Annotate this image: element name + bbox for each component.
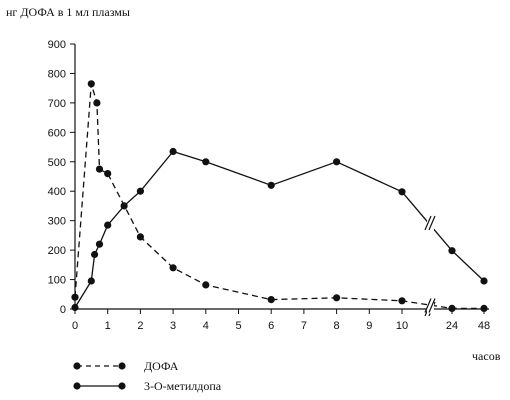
data-point xyxy=(95,165,104,173)
legend-methyldopa-label: 3-О-метилдопа xyxy=(144,379,222,393)
data-point xyxy=(104,221,112,229)
legend-methyldopa-marker-end xyxy=(118,382,126,390)
x-tick-label: 8 xyxy=(334,320,340,332)
data-point xyxy=(448,247,456,255)
y-tick-label: 0 xyxy=(60,304,66,316)
legend-dopa-marker-end xyxy=(118,362,126,370)
break-mark xyxy=(428,215,436,231)
y-tick-label: 700 xyxy=(48,98,66,110)
data-point xyxy=(169,147,177,156)
data-point xyxy=(480,277,488,285)
legend: ДОФА 3-О-метилдопа xyxy=(73,359,222,393)
data-point xyxy=(71,293,79,301)
data-point xyxy=(169,264,177,272)
data-point xyxy=(120,202,128,210)
x-tick-label: 3 xyxy=(170,320,176,332)
series-layer xyxy=(71,80,488,312)
data-point xyxy=(87,80,95,88)
data-point xyxy=(136,233,144,241)
legend-dopa-label: ДОФА xyxy=(144,359,179,373)
x-tick-label: 5 xyxy=(235,320,241,332)
series-line xyxy=(74,83,484,310)
x-tick-label: 48 xyxy=(478,320,490,332)
data-point xyxy=(91,250,99,259)
x-tick-label: 0 xyxy=(72,320,78,332)
y-tick-label: 800 xyxy=(48,68,66,80)
series-methyldopa xyxy=(71,147,488,312)
data-point xyxy=(267,296,275,304)
data-point xyxy=(267,181,275,189)
break-mark xyxy=(424,215,432,231)
y-ticks: 0 100 200 300 400 500 600 700 800 900 xyxy=(48,39,75,316)
y-tick-label: 100 xyxy=(48,275,66,287)
data-point xyxy=(104,170,112,178)
x-tick-label: 10 xyxy=(396,320,408,332)
x-tick-label: 24 xyxy=(446,320,458,332)
data-point xyxy=(398,188,406,196)
x-tick-label: 6 xyxy=(268,320,274,332)
data-point xyxy=(448,304,456,312)
data-point xyxy=(71,303,79,312)
data-point xyxy=(136,187,144,195)
x-tick-label: 7 xyxy=(301,320,307,332)
data-point xyxy=(93,99,101,107)
data-point xyxy=(333,294,341,302)
data-point xyxy=(202,158,210,166)
legend-dopa-marker-start xyxy=(73,362,81,370)
break-mark xyxy=(428,298,436,313)
y-axis-label: нг ДОФА в 1 мл плазмы xyxy=(6,5,130,19)
legend-item-dopa: ДОФА xyxy=(73,359,179,373)
data-point xyxy=(333,158,341,166)
y-tick-label: 900 xyxy=(48,39,66,51)
x-axis-label: часов xyxy=(472,349,501,363)
break-gap xyxy=(427,297,434,314)
x-tick-label: 1 xyxy=(105,320,111,332)
legend-methyldopa-marker-start xyxy=(73,382,81,390)
legend-item-methyldopa: 3-О-метилдопа xyxy=(73,379,222,393)
data-point xyxy=(398,297,406,305)
series-dopa xyxy=(71,80,488,312)
break-gap xyxy=(427,215,434,232)
y-tick-label: 200 xyxy=(48,245,66,257)
data-point xyxy=(480,304,488,312)
y-tick-label: 500 xyxy=(48,157,66,169)
y-tick-label: 400 xyxy=(48,186,66,198)
x-tick-label: 2 xyxy=(137,320,143,332)
y-tick-label: 600 xyxy=(48,127,66,139)
data-point xyxy=(95,240,104,248)
x-tick-label: 4 xyxy=(203,320,209,332)
axis-breaks xyxy=(424,215,436,317)
data-point xyxy=(202,281,210,289)
x-ticks: 0 1 2 3 4 5 6 7 8 9 10 24 48 xyxy=(72,309,490,332)
y-tick-label: 300 xyxy=(48,216,66,228)
data-point xyxy=(87,277,95,285)
x-tick-label: 9 xyxy=(366,320,372,332)
break-mark xyxy=(424,298,432,313)
